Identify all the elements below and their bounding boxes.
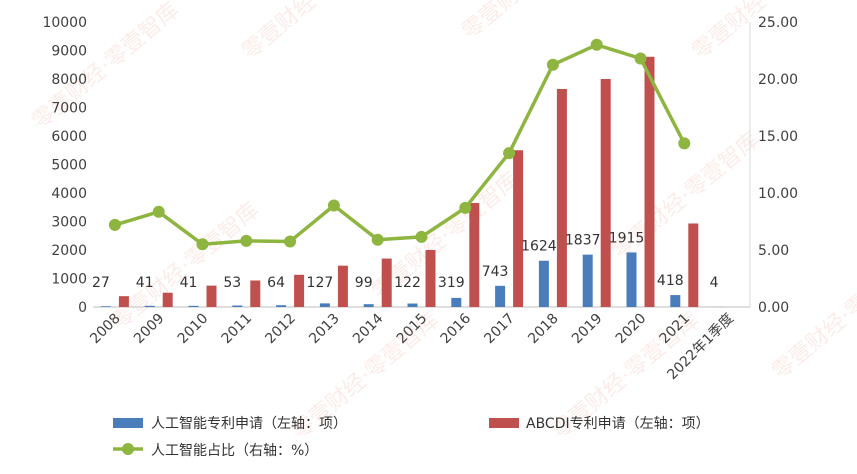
bar-abcdi-patent [162, 292, 173, 307]
bar-abcdi-patent [294, 274, 305, 307]
line-point-ai-share [415, 230, 428, 243]
line-point-ai-share [459, 201, 472, 214]
bar-ai-patent [451, 297, 462, 307]
y-right-tick-label: 25.00 [758, 15, 798, 31]
data-label-ai-patent: 1915 [609, 230, 645, 246]
bar-ai-patent [538, 260, 549, 307]
plot-area: 0 1000 2000 3000 4000 5000 6000 7000 8000 9000 100… [42, 15, 798, 383]
data-label-ai-patent: 53 [223, 275, 241, 291]
line-point-ai-share [503, 147, 516, 160]
bar-abcdi-patent [513, 150, 524, 307]
line-point-ai-share [152, 205, 165, 218]
y-right-tick-label: 5.00 [758, 243, 789, 259]
bar-abcdi-patent [337, 265, 348, 307]
y-left-tick-label: 3000 [51, 215, 87, 231]
bar-ai-patent [100, 306, 111, 307]
bar-ai-patent [188, 305, 199, 307]
y-right-tick-label: 20.00 [758, 72, 798, 88]
line-point-ai-share [284, 235, 297, 248]
data-label-ai-patent: 99 [355, 275, 373, 291]
data-label-ai-patent: 418 [657, 273, 684, 289]
data-label-ai-patent: 4 [710, 275, 719, 291]
bar-ai-patent [276, 305, 287, 307]
bar-abcdi-patent [644, 56, 655, 307]
bar-abcdi-patent [206, 285, 217, 307]
line-point-ai-share [327, 199, 340, 212]
y-left-tick-label: 6000 [51, 129, 87, 145]
data-label-ai-patent: 41 [136, 275, 154, 291]
bar-ai-patent [407, 303, 418, 307]
data-label-ai-patent: 41 [180, 275, 198, 291]
y-left-tick-label: 7000 [51, 101, 87, 117]
bar-abcdi-patent [250, 280, 261, 307]
data-label-ai-patent: 743 [482, 264, 509, 280]
line-point-ai-share [108, 218, 121, 231]
data-label-ai-patent: 64 [267, 275, 285, 291]
data-label-ai-patent: 27 [92, 275, 110, 291]
bar-ai-patent [582, 254, 593, 307]
legend-swatch-abcdi-patent [489, 418, 519, 428]
bar-ai-patent [626, 252, 637, 307]
y-right-tick-label: 10.00 [758, 186, 798, 202]
y-right-tick-label: 0.00 [758, 300, 789, 316]
y-left-tick-label: 9000 [51, 44, 87, 60]
line-point-ai-share [678, 137, 691, 150]
legend-label-ai-patent: 人工智能专利申请（左轴：项） [151, 416, 347, 432]
bar-ai-patent [144, 305, 155, 307]
data-label-ai-patent: 1837 [565, 233, 601, 249]
bar-abcdi-patent [118, 296, 129, 307]
bar-abcdi-patent [425, 250, 436, 307]
data-label-ai-patent: 127 [307, 275, 334, 291]
y-left-tick-label: 8000 [51, 72, 87, 88]
legend-label-abcdi-patent: ABCDI专利申请（左轴：项） [526, 416, 710, 432]
bar-ai-patent [232, 305, 243, 307]
line-ai-share [114, 43, 686, 247]
bar-abcdi-patent [556, 88, 567, 307]
data-label-ai-patent: 319 [438, 275, 465, 291]
legend-label-ai-share: 人工智能占比（右轴：%） [151, 443, 318, 459]
y-right-tick-label: 15.00 [758, 129, 798, 145]
bar-abcdi-patent [600, 79, 611, 307]
line-point-ai-share [634, 52, 647, 65]
bar-abcdi-patent [688, 223, 699, 307]
line-point-ai-share [196, 238, 209, 251]
line-point-ai-share [546, 58, 559, 71]
y-left-tick-label: 5000 [51, 158, 87, 174]
bar-ai-patent [319, 303, 330, 307]
legend: 人工智能专利申请（左轴：项） ABCDI专利申请（左轴：项） 人工智能占比（右轴：%… [113, 416, 710, 459]
data-label-ai-patent: 122 [394, 275, 421, 291]
legend-marker-ai-share [122, 443, 134, 455]
bar-ai-patent [363, 304, 374, 307]
bar-ai-patent [670, 295, 681, 307]
y-left-tick-label: 1000 [51, 272, 87, 288]
bar-abcdi-patent [469, 202, 480, 307]
line-point-ai-share [240, 234, 253, 247]
line-point-ai-share [590, 38, 603, 51]
y-left-tick-label: 2000 [51, 243, 87, 259]
y-left-tick-label: 4000 [51, 186, 87, 202]
y-left-tick-label: 10000 [42, 15, 87, 31]
bar-ai-patent [495, 285, 506, 307]
legend-swatch-ai-patent [113, 418, 143, 428]
bar-abcdi-patent [381, 258, 392, 307]
data-label-ai-patent: 1624 [521, 239, 557, 255]
y-left-tick-label: 0 [78, 300, 87, 316]
line-point-ai-share [371, 233, 384, 246]
